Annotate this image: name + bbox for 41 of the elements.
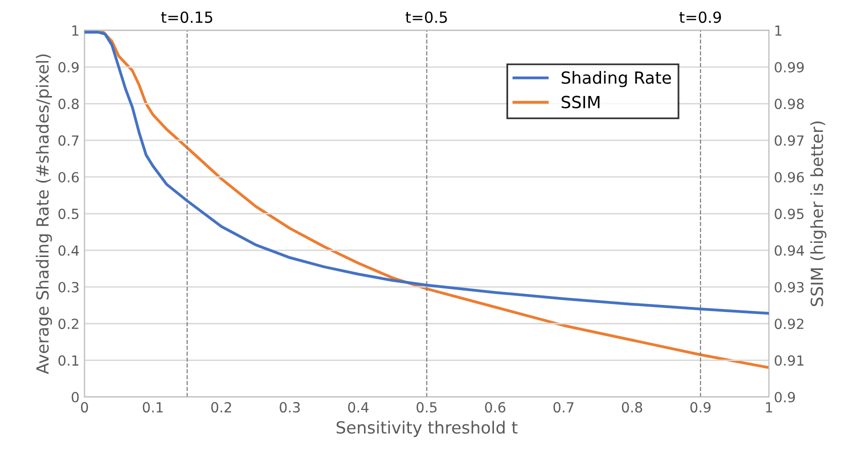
x-tick-label: 0.8 — [622, 402, 642, 413]
y-tick-label: 0.2 — [58, 318, 78, 330]
y2-tick-label: 0.94 — [774, 245, 804, 256]
x-tick-label: 0.9 — [690, 402, 711, 413]
x-tick-label: 0.2 — [211, 402, 232, 413]
y2-tick-label: 0.92 — [774, 318, 804, 330]
y-tick-label: 0.9 — [58, 62, 79, 72]
y-tick-label: 1 — [72, 26, 78, 36]
y-tick-label: 0.8 — [58, 98, 79, 110]
y2-tick-label: 0.96 — [774, 172, 804, 182]
y2-tick-label: 0.97 — [774, 135, 804, 146]
x-tick-label: 0.3 — [280, 402, 300, 413]
y-tick-label: 0.5 — [58, 208, 78, 220]
y-tick-label: 0.1 — [58, 355, 78, 366]
x-tick-label: 1 — [766, 402, 772, 412]
ref-line-label: t=0.9 — [679, 11, 721, 23]
x-tick-label: 0.5 — [416, 402, 437, 413]
x-tick-label: 0.6 — [485, 402, 506, 413]
y-tick-label: 0 — [72, 392, 79, 402]
x-axis-title: Sensitivity threshold t — [336, 420, 518, 437]
y2-tick-label: 0.95 — [774, 208, 804, 220]
y2-tick-label: 1 — [775, 26, 782, 36]
y2-tick-label: 0.9 — [774, 392, 795, 402]
x-tick-label: 0.1 — [142, 402, 163, 413]
x-tick-label: 0.7 — [553, 402, 574, 413]
y2-tick-label: 0.93 — [774, 282, 804, 292]
y-tick-label: 0.4 — [58, 245, 79, 256]
x-tick-label: 0.4 — [348, 402, 369, 413]
ref-line-label: t=0.15 — [161, 11, 212, 23]
y2-tick-label: 0.99 — [774, 62, 804, 72]
y-tick-label: 0.3 — [58, 282, 79, 292]
x-tick-label: 0 — [80, 402, 88, 413]
y2-tick-label: 0.91 — [774, 355, 804, 366]
y-tick-label: 0.7 — [58, 135, 78, 146]
y-axis-title: Average Shading Rate (#shades/pixel) — [36, 54, 52, 374]
y-tick-label: 0.6 — [58, 172, 79, 182]
legend-label: SSIM — [562, 96, 600, 108]
legend-label: Shading Rate — [562, 71, 671, 88]
y2-tick-label: 0.98 — [774, 98, 804, 110]
ref-line-label: t=0.5 — [406, 11, 447, 23]
y2-axis-title: SSIM (higher is better) — [810, 122, 826, 306]
